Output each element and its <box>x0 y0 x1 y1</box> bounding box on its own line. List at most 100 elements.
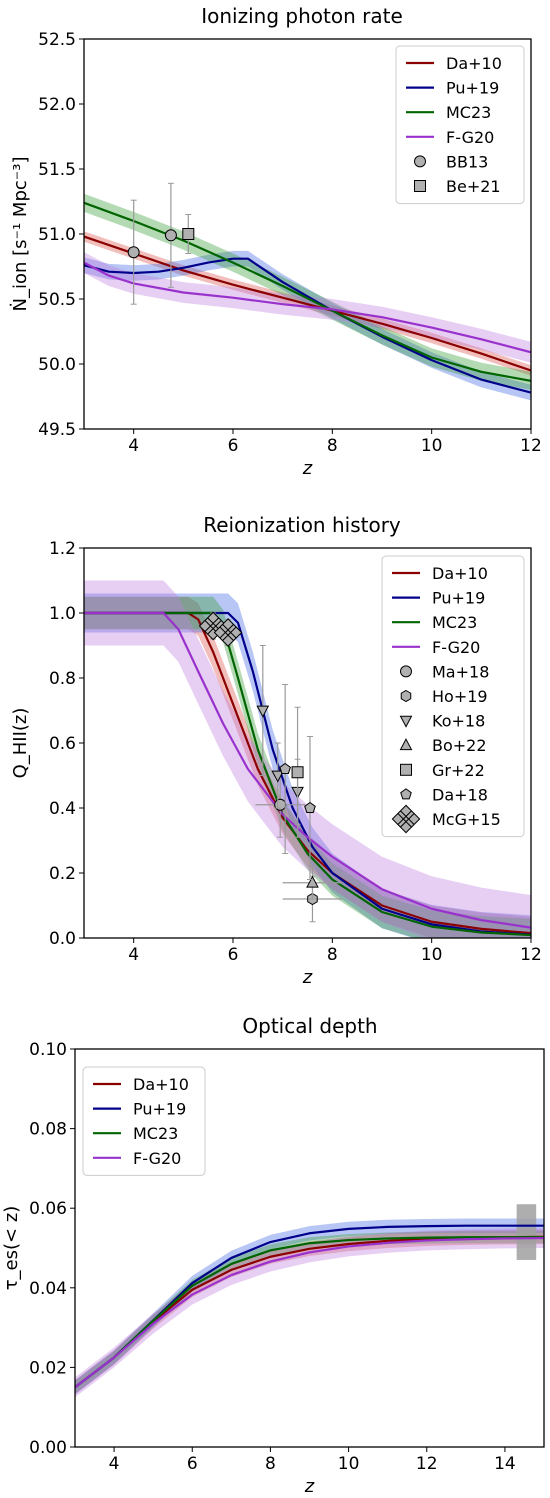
x-tick-label: 6 <box>187 1454 198 1474</box>
panel-optical-depth: Optical depth 4 6 8 10 12 14 0.00 0.02 0.04 0.06… <box>1 1014 545 1497</box>
point-Bo+22 <box>306 875 319 888</box>
point-Da+18 <box>304 801 316 813</box>
legend-label: Bo+22 <box>432 736 487 755</box>
legend-marker-Gr+22 <box>400 763 412 776</box>
x-axis-label: z <box>304 1476 315 1497</box>
band-F-G20 <box>84 580 531 938</box>
y-tick-label: 50.5 <box>38 290 76 310</box>
series-line-F-G20 <box>84 261 531 354</box>
x-tick-label: 10 <box>338 1454 360 1474</box>
y-tick-label: 0.0 <box>49 929 76 949</box>
legend-label: F-G20 <box>432 638 480 657</box>
x-tick-label: 6 <box>228 436 239 456</box>
legend-label: Ho+19 <box>432 687 488 706</box>
x-axis-ticks: 4 6 8 10 12 <box>128 429 542 456</box>
y-tick-label: 51.0 <box>38 225 76 245</box>
series-line-MC23 <box>84 201 531 382</box>
series-line-Pu+19 <box>84 611 531 936</box>
legend-label: Ma+18 <box>432 662 489 681</box>
y-tick-label: 0.00 <box>29 1438 67 1458</box>
y-tick-label: 49.5 <box>38 420 76 440</box>
x-tick-label: 10 <box>421 436 443 456</box>
series-lines <box>84 201 531 394</box>
series-line-MC23 <box>75 1236 544 1389</box>
legend-label: F-G20 <box>446 128 494 147</box>
x-tick-label: 12 <box>416 1454 438 1474</box>
point-BB13 <box>164 229 177 242</box>
point-Ko+18 <box>256 705 270 718</box>
uncertainty-bands <box>84 580 531 938</box>
plot-frame <box>74 1048 545 1448</box>
band-MC23 <box>84 596 531 938</box>
legend-label: F-G20 <box>133 1149 181 1168</box>
legend-label: MC23 <box>432 613 477 632</box>
point-Be+21 <box>182 228 195 240</box>
x-tick-label: 4 <box>128 436 139 456</box>
x-tick-label: 10 <box>421 945 443 965</box>
legend-box <box>381 555 525 838</box>
legend-label: Pu+19 <box>432 589 485 608</box>
legend-marker-BB13 <box>414 155 426 168</box>
legend-label: Da+10 <box>133 1075 189 1094</box>
panel-ionizing-photon-rate: Ionizing photon rate 4 6 8 10 12 49.5 50.0 50.… <box>10 4 542 479</box>
legend-label: Gr+22 <box>432 761 485 780</box>
y-axis-ticks: 49.5 50.0 50.5 51.0 51.5 52.0 52.5 <box>38 30 84 440</box>
legend-marker-Bo+22 <box>399 738 413 751</box>
observational-points <box>198 611 343 923</box>
series-lines <box>84 611 531 937</box>
legend-label: Pu+19 <box>446 79 499 98</box>
y-tick-label: 0.06 <box>29 1199 67 1219</box>
legend-box <box>82 1066 206 1176</box>
legend: Da+10 Pu+19 MC23 F-G20 Ma+18 Ho+19 Ko+18 Bo+22 G… <box>381 555 525 838</box>
series-line-Pu+19 <box>84 257 531 394</box>
y-tick-label: 52.5 <box>38 30 76 50</box>
y-axis-label: τ_es(< z) <box>1 1206 22 1291</box>
point-Ma+18 <box>274 798 287 811</box>
panel-title: Reionization history <box>203 513 401 537</box>
y-tick-label: 0.6 <box>49 734 76 754</box>
band-Pu+19 <box>84 250 531 401</box>
point-Gr+22 <box>291 766 304 779</box>
legend-label: Da+18 <box>432 785 488 804</box>
x-tick-label: 4 <box>128 945 139 965</box>
x-tick-label: 8 <box>327 945 338 965</box>
point-Da+18 <box>279 762 291 774</box>
point-Ko+18 <box>271 770 285 783</box>
legend-marker-Ma+18 <box>400 665 412 678</box>
legend-marker-McG+15 <box>391 804 421 834</box>
legend-box <box>395 45 525 205</box>
series-line-F-G20 <box>75 1236 544 1389</box>
plot-frame <box>83 38 532 430</box>
panel-title: Optical depth <box>242 1014 377 1038</box>
legend-marker-Da+18 <box>400 788 412 800</box>
x-tick-label: 8 <box>327 436 338 456</box>
point-McG+15 <box>213 618 243 647</box>
legend: Da+10 Pu+19 MC23 F-G20 <box>82 1066 206 1176</box>
legend: Da+10 Pu+19 MC23 F-G20 BB13 Be+21 <box>395 45 525 205</box>
series-line-Da+10 <box>84 235 531 372</box>
y-tick-label: 1.2 <box>49 539 76 559</box>
series-line-F-G20 <box>84 611 531 929</box>
band-Pu+19 <box>84 593 531 938</box>
x-axis-label: z <box>302 967 313 988</box>
x-axis-ticks: 4 6 8 10 12 <box>128 938 542 965</box>
legend-marker-Be+21 <box>414 180 426 192</box>
y-tick-label: 0.04 <box>29 1279 67 1299</box>
legend-label: MC23 <box>446 103 491 122</box>
y-tick-label: 52.0 <box>38 95 76 115</box>
point-McG+15 <box>198 611 228 641</box>
band-MC23 <box>84 193 531 390</box>
y-tick-label: 0.02 <box>29 1358 67 1378</box>
legend-label: MC23 <box>133 1124 178 1143</box>
legend-label: Ko+18 <box>432 712 485 731</box>
y-axis-label: Ṅ_ion [s⁻¹ Mpc⁻³] <box>10 156 31 311</box>
y-tick-label: 50.0 <box>38 355 76 375</box>
legend-label: BB13 <box>446 152 488 171</box>
y-tick-label: 0.4 <box>49 799 76 819</box>
y-tick-label: 0.10 <box>29 1040 67 1060</box>
point-BB13 <box>127 246 140 259</box>
legend-label: Be+21 <box>446 177 501 196</box>
series-lines <box>75 1224 544 1389</box>
x-axis-ticks: 4 6 8 10 12 14 <box>109 1447 516 1474</box>
